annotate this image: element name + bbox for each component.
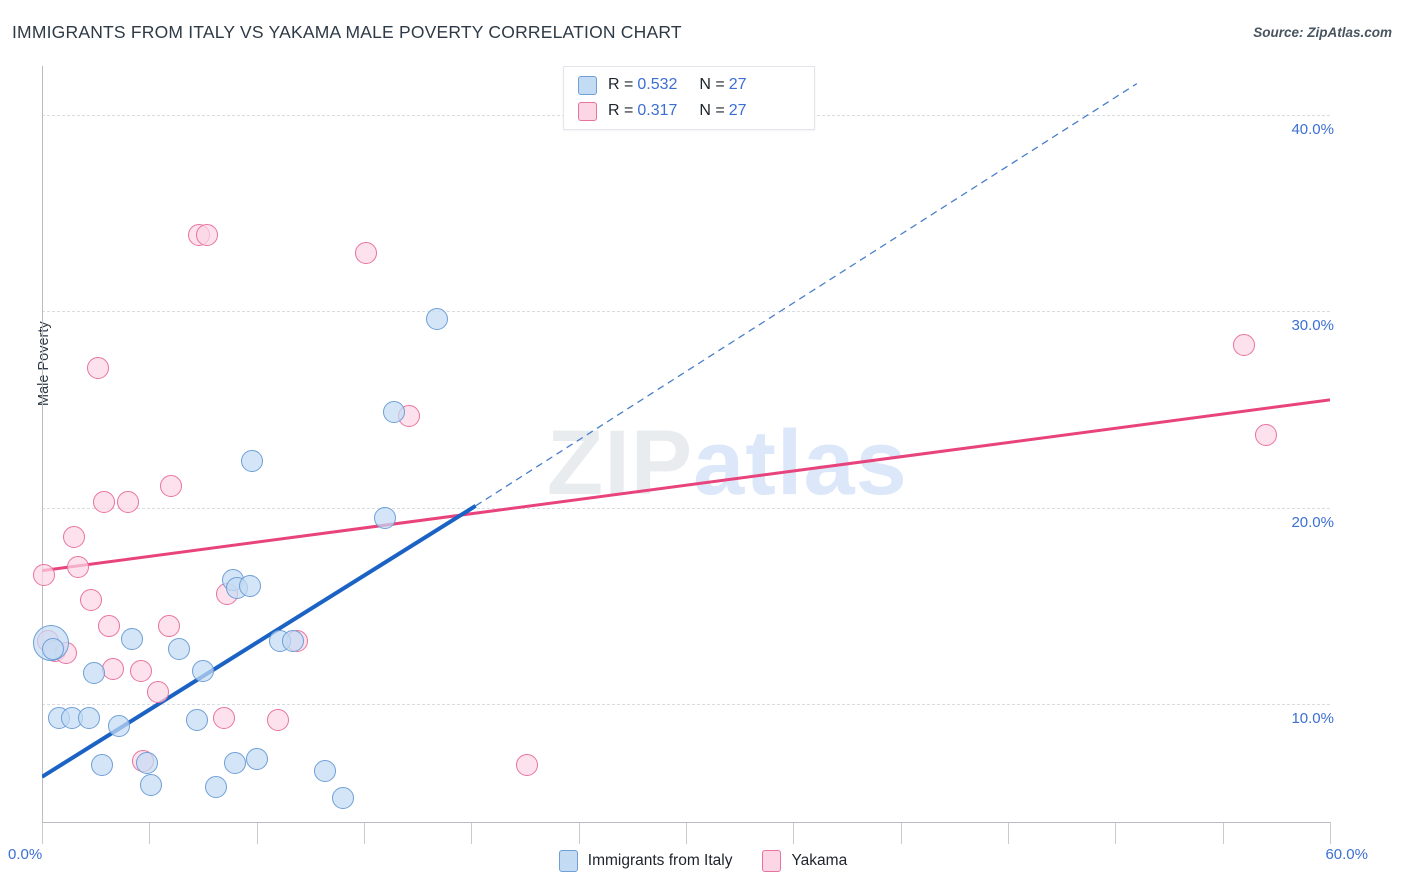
- data-point-italy[interactable]: [121, 628, 144, 651]
- data-point-italy[interactable]: [204, 775, 227, 798]
- source-attribution: Source: ZipAtlas.com: [1253, 25, 1392, 40]
- data-point-yakama[interactable]: [80, 589, 103, 612]
- data-point-yakama[interactable]: [67, 555, 90, 578]
- data-point-italy[interactable]: [425, 308, 448, 331]
- x-axis-tick: [1330, 822, 1331, 844]
- legend-r-label-italy: R =: [608, 76, 634, 93]
- data-point-yakama[interactable]: [1254, 424, 1277, 447]
- data-point-yakama[interactable]: [146, 681, 169, 704]
- legend-swatch-italy: [578, 75, 597, 95]
- data-point-italy[interactable]: [41, 638, 64, 661]
- data-point-yakama[interactable]: [63, 526, 86, 549]
- legend-n-label-italy: N =: [699, 76, 725, 93]
- x-axis-tick: [900, 822, 902, 844]
- data-point-italy[interactable]: [78, 706, 101, 729]
- data-point-yakama[interactable]: [516, 754, 539, 777]
- data-point-italy[interactable]: [136, 752, 159, 775]
- y-axis-tick-label: 40.0%: [1291, 121, 1334, 139]
- gridline: [42, 311, 1330, 313]
- data-point-yakama[interactable]: [101, 657, 124, 680]
- data-point-yakama[interactable]: [157, 614, 180, 637]
- data-point-yakama[interactable]: [97, 614, 120, 637]
- data-point-italy[interactable]: [185, 708, 208, 731]
- data-point-yakama[interactable]: [116, 490, 139, 513]
- data-point-italy[interactable]: [374, 506, 397, 529]
- plot-area: Male Poverty ZIPatlas 10.0% 20.0% 30.0% 40.…: [8, 66, 1368, 863]
- data-point-yakama[interactable]: [267, 708, 290, 731]
- data-point-italy[interactable]: [82, 661, 105, 684]
- data-point-yakama[interactable]: [93, 490, 116, 513]
- trendlines: [42, 83, 1330, 779]
- data-point-italy[interactable]: [91, 754, 114, 777]
- trendline-italy-projection: [475, 83, 1138, 507]
- data-point-italy[interactable]: [282, 630, 305, 653]
- page-title: IMMIGRANTS FROM ITALY VS YAKAMA MALE POV…: [12, 22, 682, 42]
- x-axis-tick: [149, 822, 151, 844]
- legend-r-value-italy: 0.532: [637, 76, 678, 93]
- data-point-italy[interactable]: [140, 773, 163, 796]
- data-point-italy[interactable]: [108, 714, 131, 737]
- data-point-yakama[interactable]: [33, 563, 56, 586]
- data-point-yakama[interactable]: [86, 357, 109, 380]
- data-point-yakama[interactable]: [213, 706, 236, 729]
- data-point-italy[interactable]: [383, 400, 406, 423]
- data-point-italy[interactable]: [192, 659, 214, 682]
- series-swatch-italy: [558, 850, 578, 872]
- data-point-italy[interactable]: [245, 748, 268, 771]
- legend-n-value-yakama: 27: [728, 102, 747, 119]
- series-legend-item-italy[interactable]: Immigrants from Italy: [558, 850, 733, 872]
- legend-row-yakama: R = 0.317 N = 27: [578, 98, 747, 124]
- x-axis-tick: [364, 822, 365, 844]
- trendline-italy: [42, 504, 477, 779]
- x-axis-max-label: 60.0%: [1325, 846, 1368, 863]
- gridline: [42, 507, 1330, 509]
- x-axis-tick: [1222, 822, 1224, 844]
- x-axis-tick: [1115, 822, 1117, 844]
- gridline: [42, 704, 1330, 706]
- series-swatch-yakama: [762, 850, 782, 872]
- x-axis-tick: [256, 822, 258, 844]
- data-point-italy[interactable]: [241, 449, 264, 472]
- trendline-yakama: [42, 398, 1330, 573]
- data-point-yakama[interactable]: [1233, 333, 1256, 356]
- data-point-italy[interactable]: [224, 752, 247, 775]
- data-point-yakama[interactable]: [159, 475, 182, 498]
- x-axis-min-label: 0.0%: [8, 846, 43, 863]
- y-axis-line: [42, 66, 43, 822]
- x-axis-tick: [42, 822, 43, 844]
- y-axis-tick-label: 20.0%: [1291, 513, 1334, 531]
- x-axis-tick: [686, 822, 687, 844]
- data-point-italy[interactable]: [239, 575, 262, 598]
- series-legend-item-yakama[interactable]: Yakama: [762, 850, 847, 872]
- legend-n-value-italy: 27: [728, 76, 747, 93]
- x-axis-line: [42, 822, 1330, 823]
- data-point-yakama[interactable]: [196, 223, 219, 246]
- y-axis-tick-label: 10.0%: [1291, 710, 1334, 728]
- data-point-italy[interactable]: [168, 638, 191, 661]
- y-axis-tick-label: 30.0%: [1291, 317, 1334, 335]
- x-axis-tick: [793, 822, 795, 844]
- series-label-italy: Immigrants from Italy: [587, 852, 733, 869]
- correlation-legend: R = 0.532 N = 27 R = 0.317 N = 27: [563, 66, 815, 130]
- legend-swatch-yakama: [578, 101, 597, 121]
- series-legend: Immigrants from Italy Yakama: [0, 850, 1406, 872]
- data-point-yakama[interactable]: [355, 241, 378, 264]
- legend-r-value-yakama: 0.317: [637, 102, 678, 119]
- data-point-yakama[interactable]: [129, 659, 152, 682]
- data-point-italy[interactable]: [314, 759, 337, 782]
- data-point-italy[interactable]: [331, 787, 354, 810]
- x-axis-tick: [1008, 822, 1009, 844]
- x-axis-tick: [578, 822, 580, 844]
- series-label-yakama: Yakama: [791, 852, 848, 869]
- x-axis-tick: [471, 822, 473, 844]
- legend-row-italy: R = 0.532 N = 27: [578, 72, 747, 98]
- legend-n-label-yakama: N =: [699, 102, 725, 119]
- legend-r-label-yakama: R =: [608, 102, 634, 119]
